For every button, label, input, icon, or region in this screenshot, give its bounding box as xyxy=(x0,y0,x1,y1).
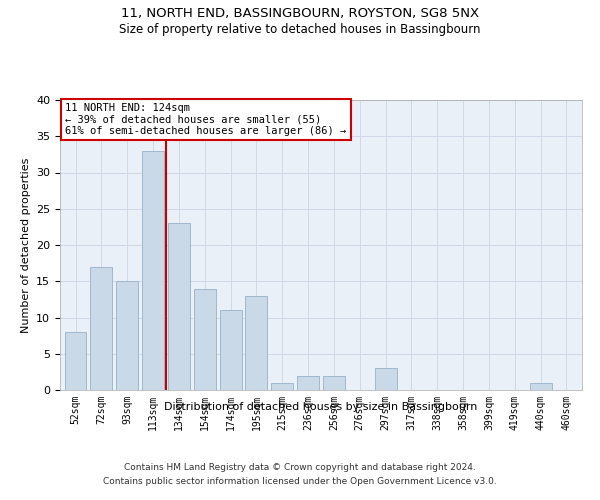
Text: 11 NORTH END: 124sqm
← 39% of detached houses are smaller (55)
61% of semi-detac: 11 NORTH END: 124sqm ← 39% of detached h… xyxy=(65,103,346,136)
Bar xyxy=(168,223,190,390)
Bar xyxy=(530,383,551,390)
Text: Contains public sector information licensed under the Open Government Licence v3: Contains public sector information licen… xyxy=(103,478,497,486)
Bar xyxy=(65,332,86,390)
Bar xyxy=(220,310,242,390)
Bar xyxy=(271,383,293,390)
Bar xyxy=(116,281,138,390)
Text: Size of property relative to detached houses in Bassingbourn: Size of property relative to detached ho… xyxy=(119,22,481,36)
Text: Contains HM Land Registry data © Crown copyright and database right 2024.: Contains HM Land Registry data © Crown c… xyxy=(124,462,476,471)
Bar xyxy=(245,296,268,390)
Bar xyxy=(142,151,164,390)
Bar xyxy=(91,267,112,390)
Bar xyxy=(194,288,215,390)
Y-axis label: Number of detached properties: Number of detached properties xyxy=(20,158,31,332)
Bar xyxy=(297,376,319,390)
Text: Distribution of detached houses by size in Bassingbourn: Distribution of detached houses by size … xyxy=(164,402,478,412)
Bar xyxy=(374,368,397,390)
Bar xyxy=(323,376,345,390)
Text: 11, NORTH END, BASSINGBOURN, ROYSTON, SG8 5NX: 11, NORTH END, BASSINGBOURN, ROYSTON, SG… xyxy=(121,8,479,20)
